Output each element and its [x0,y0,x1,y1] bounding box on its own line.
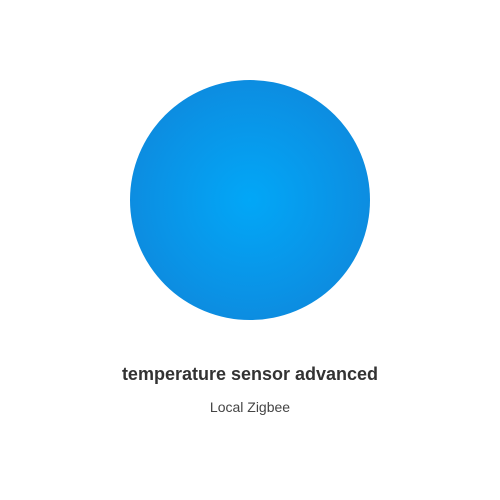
device-name: temperature sensor advanced [121,364,379,384]
device-protocol: Local Zigbee [209,399,291,415]
device-circle-icon[interactable] [130,80,370,320]
